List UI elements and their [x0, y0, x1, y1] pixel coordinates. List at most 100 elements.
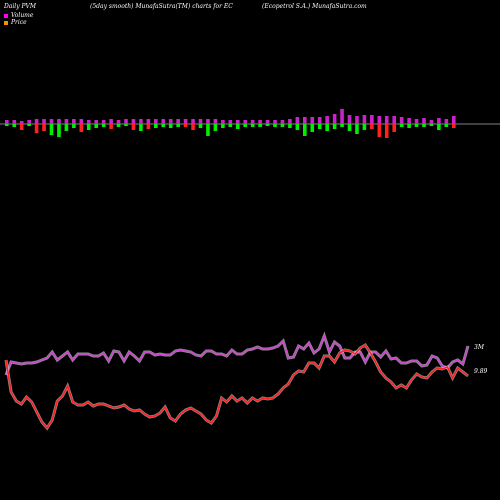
volume-bar-down	[362, 124, 367, 130]
volume-bar-up	[340, 109, 344, 124]
price-line	[5, 343, 469, 430]
volume-bar-up	[429, 120, 434, 124]
volume-bar-up	[101, 120, 106, 124]
volume-bar-down	[206, 124, 210, 136]
chart-title: (5day smooth) MunafaSutra(TM) charts for…	[90, 3, 233, 10]
volume-bar-down	[139, 124, 143, 131]
volume-bar-down	[235, 124, 240, 129]
volume-bar-up	[347, 115, 352, 124]
volume-bar-up	[139, 119, 143, 124]
volume-bar-up	[5, 120, 9, 124]
volume-bar-down	[295, 124, 300, 130]
volume-bar-down	[303, 124, 307, 136]
volume-swatch-icon	[4, 13, 8, 18]
volume-bar-down	[116, 124, 121, 127]
volume-bar-up	[250, 120, 255, 124]
volume-bar-down	[258, 124, 262, 127]
volume-bar-up	[325, 116, 329, 124]
volume-bar-down	[94, 124, 98, 128]
volume-bar-up	[206, 119, 210, 124]
volume-bar-up	[109, 119, 113, 124]
volume-bar-down	[384, 124, 389, 138]
volume-bar-up	[124, 119, 128, 124]
price-swatch-icon	[4, 20, 8, 25]
volume-bar-down	[19, 124, 24, 130]
volume-bar-up	[317, 117, 322, 124]
volume-bar-down	[310, 124, 315, 132]
volume-bar-up	[273, 120, 277, 124]
volume-bar-down	[221, 124, 225, 128]
volume-bar-up	[72, 119, 76, 124]
chart-type-label: Daily PVM	[4, 3, 37, 10]
volume-bar-up	[332, 114, 337, 124]
volume-bar-up	[79, 119, 84, 124]
volume-bar-up	[362, 115, 367, 124]
volume-bars	[5, 109, 456, 138]
volume-bar-down	[161, 124, 166, 127]
volume-bar-down	[131, 124, 136, 130]
legend-label-price: Price	[11, 19, 27, 26]
volume-bar-up	[161, 119, 166, 124]
volume-bar-up	[168, 119, 173, 124]
volume-bar-up	[444, 119, 449, 124]
volume-bar-up	[57, 119, 61, 124]
legend-label-volume: Volume	[11, 12, 34, 19]
volume-bar-up	[288, 119, 292, 124]
volume-bar-up	[213, 119, 218, 124]
volume-bar-down	[176, 124, 180, 127]
volume-bar-down	[444, 124, 449, 127]
volume-bar-up	[377, 116, 382, 124]
volume-bar-down	[452, 124, 456, 128]
volume-bar-down	[168, 124, 173, 128]
volume-bar-up	[146, 119, 151, 124]
volume-bar-down	[340, 124, 344, 127]
site-credit: (Ecopetrol S.A.) MunafaSutra.com	[262, 3, 367, 10]
volume-bar-down	[407, 124, 411, 128]
volume-bar-down	[101, 124, 106, 127]
volume-line-glow	[4, 331, 470, 376]
volume-bar-up	[384, 116, 389, 124]
volume-bar-down	[146, 124, 151, 129]
volume-bar-down	[429, 124, 434, 126]
volume-line	[5, 333, 469, 376]
volume-bar-up	[49, 119, 54, 124]
volume-bar-up	[243, 120, 247, 124]
volume-bar-down	[49, 124, 54, 135]
volume-bar-up	[64, 119, 69, 124]
volume-bar-up	[131, 119, 136, 124]
volume-bar-down	[34, 124, 39, 133]
volume-bar-down	[273, 124, 277, 127]
volume-bar-down	[213, 124, 218, 131]
volume-bar-down	[265, 124, 270, 126]
volume-bar-down	[332, 124, 337, 129]
volume-bar-down	[370, 124, 374, 129]
legend-item-volume: Volume	[4, 12, 33, 19]
volume-bar-down	[355, 124, 359, 134]
volume-bar-down	[5, 124, 9, 126]
volume-bar-down	[288, 124, 292, 128]
volume-bar-down	[183, 124, 188, 127]
volume-bar-up	[116, 120, 121, 124]
volume-bar-down	[317, 124, 322, 129]
volume-bar-down	[42, 124, 46, 131]
volume-bar-up	[310, 117, 315, 124]
volume-bar-down	[198, 124, 203, 128]
volume-bar-down	[399, 124, 404, 127]
volume-bar-down	[422, 124, 426, 127]
volume-bar-up	[414, 119, 419, 124]
volume-end-label: 3M	[474, 344, 485, 351]
volume-bar-up	[235, 120, 240, 124]
volume-bar-down	[57, 124, 61, 137]
volume-bar-down	[243, 124, 247, 127]
volume-bar-up	[303, 117, 307, 124]
volume-bar-up	[86, 120, 91, 124]
volume-bar-up	[191, 119, 195, 124]
volume-bar-down	[79, 124, 84, 132]
volume-bar-down	[64, 124, 69, 131]
volume-bar-down	[124, 124, 128, 126]
volume-bar-up	[12, 120, 17, 124]
volume-bar-up	[452, 116, 456, 124]
volume-bar-up	[221, 120, 225, 124]
volume-bar-down	[109, 124, 113, 129]
volume-bar-down	[191, 124, 195, 130]
